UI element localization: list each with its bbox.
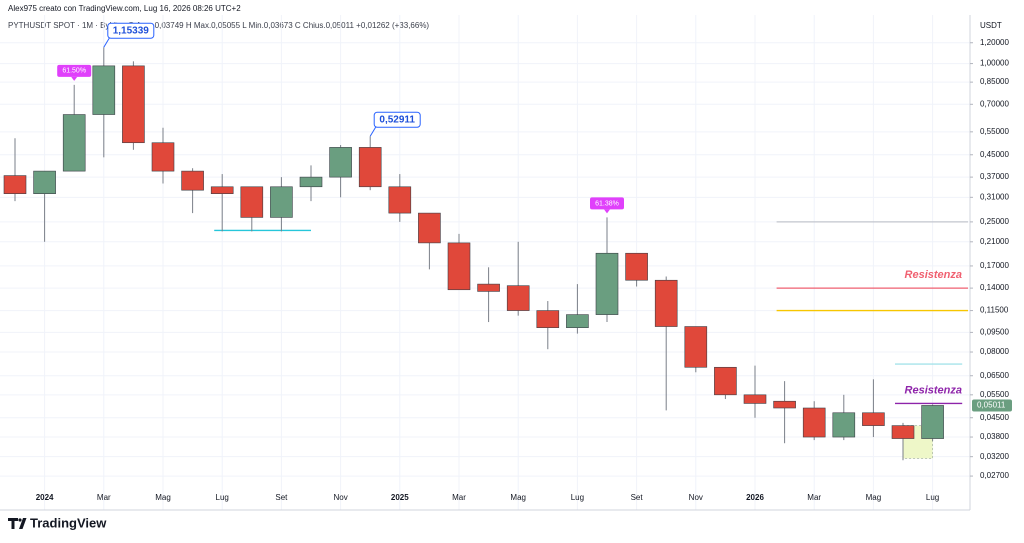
retracement-box <box>57 64 92 77</box>
candle-body <box>358 147 382 188</box>
callout-pointer <box>369 126 377 137</box>
y-tick-label: 0,70000 <box>980 99 1009 108</box>
y-tick-label: 0,06500 <box>980 371 1009 380</box>
x-tick-label: Lug <box>216 493 229 502</box>
candle-body <box>921 405 944 439</box>
x-tick-label: Set <box>631 493 644 502</box>
candle-body <box>240 186 264 218</box>
candle-body <box>714 366 737 396</box>
y-tick-label: 1,00000 <box>980 59 1009 68</box>
x-tick-label: Mar <box>807 493 821 502</box>
x-tick-label: Mag <box>510 493 526 502</box>
plot: Resistenza Resistenza 1,15339 0,52911 61.50%… <box>0 15 970 510</box>
y-tick-label: 0,05500 <box>980 390 1009 399</box>
callout-box <box>107 22 155 39</box>
y-tick-label: 0,03200 <box>980 452 1009 461</box>
x-tick-label: Set <box>275 493 288 502</box>
x-tick-label: Mag <box>866 493 882 502</box>
candle-body <box>625 252 648 281</box>
level-label: Resistenza <box>905 269 962 281</box>
callout-box <box>373 111 421 128</box>
y-tick-label: 0,45000 <box>980 150 1009 159</box>
x-tick-label: Nov <box>333 493 347 502</box>
candle-body <box>743 394 767 404</box>
y-axis-label: USDT <box>980 21 1002 30</box>
candle-body <box>329 147 352 178</box>
last-price-box <box>972 399 1012 412</box>
y-tick-label: 0,04500 <box>980 413 1009 422</box>
last-price-label: 0,05011 <box>977 401 1006 410</box>
y-tick-label: 0,03800 <box>980 432 1009 441</box>
x-tick-label: Mag <box>155 493 171 502</box>
candle-body <box>151 142 175 172</box>
candle-body <box>33 170 56 194</box>
candle-body <box>832 412 856 438</box>
x-tick-label: Mar <box>97 493 111 502</box>
y-tick-label: 0,37000 <box>980 172 1009 181</box>
candle-body <box>654 279 678 327</box>
candle-body <box>802 407 826 438</box>
x-tick-label: Nov <box>689 493 703 502</box>
candle-body <box>773 400 796 409</box>
credit: Alex975 creato con TradingView.com, Lug … <box>8 4 241 13</box>
candle-body <box>862 412 885 426</box>
x-tick-label: Mar <box>452 493 466 502</box>
candle-body <box>684 326 708 368</box>
candle-body <box>595 252 619 315</box>
y-tick-label: 0,09500 <box>980 328 1009 337</box>
x-tick-label: 2025 <box>391 493 409 502</box>
retracement-pointer <box>71 76 78 81</box>
candle-body <box>3 175 27 194</box>
candle-body <box>418 212 441 244</box>
x-tick-label: 2026 <box>746 493 764 502</box>
y-tick-label: 0,11500 <box>980 306 1009 315</box>
candle-body <box>210 186 234 194</box>
candle-body <box>181 170 204 191</box>
candle-body <box>122 65 145 144</box>
candle-body <box>477 283 500 292</box>
y-tick-label: 0,21000 <box>980 237 1009 246</box>
x-tick-label: Lug <box>571 493 584 502</box>
y-tick-label: 1,20000 <box>980 38 1009 47</box>
retracement-label: 61.38% <box>595 200 619 207</box>
brand: TradingView <box>30 515 107 530</box>
logo <box>8 518 27 529</box>
retracement-pointer <box>604 209 610 214</box>
y-tick-label: 0,25000 <box>980 217 1009 226</box>
y-tick-label: 0,08000 <box>980 347 1009 356</box>
callout-pointer <box>103 37 111 48</box>
y-tick-label: 0,17000 <box>980 261 1009 270</box>
callout-label: 1,15339 <box>113 25 150 36</box>
x-tick-label: Lug <box>926 493 939 502</box>
candle-body <box>447 242 471 291</box>
candle-body <box>299 176 323 188</box>
candle-body <box>388 186 412 214</box>
candle-body <box>506 285 530 311</box>
x-tick-label: 2024 <box>36 493 54 502</box>
callout-label: 0,52911 <box>379 114 415 125</box>
y-tick-label: 0,85000 <box>980 77 1009 86</box>
candle-body <box>92 65 116 115</box>
level-label: Resistenza <box>905 384 962 396</box>
retracement-box <box>590 197 624 210</box>
candle-body <box>891 425 915 439</box>
candle-body <box>536 310 560 328</box>
candle-body <box>270 186 293 218</box>
y-tick-label: 0,55000 <box>980 127 1009 136</box>
y-tick-label: 0,31000 <box>980 192 1009 201</box>
candle-body <box>566 314 589 328</box>
y-tick-label: 0,14000 <box>980 283 1009 292</box>
ohlc-legend: O Aper.0,03749 H Max.0,05055 L Min.0,036… <box>128 21 429 30</box>
retracement-label: 61.50% <box>62 68 86 75</box>
candle-body <box>62 114 86 172</box>
y-tick-label: 0,02700 <box>980 471 1009 480</box>
chart-title: PYTHUSDT SPOT · 1M · Bybit <box>8 21 119 30</box>
